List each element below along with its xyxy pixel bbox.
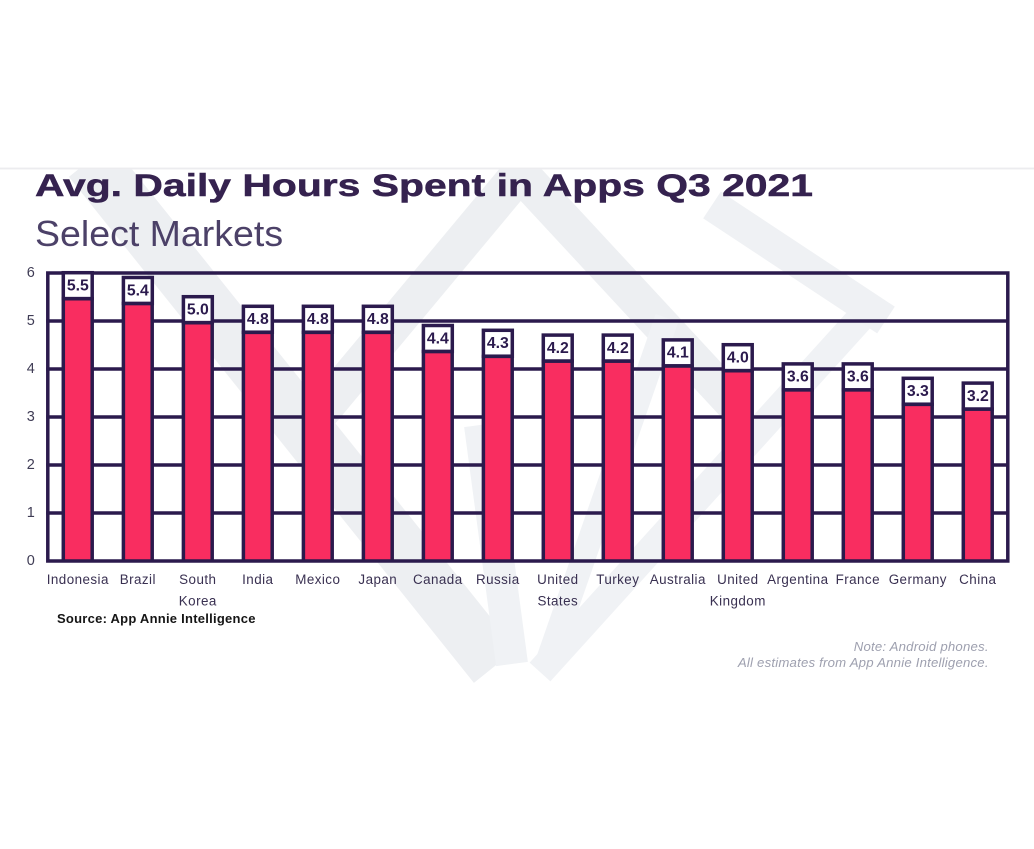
svg-text:States: States bbox=[537, 594, 578, 609]
svg-text:France: France bbox=[836, 572, 880, 587]
svg-text:5.4: 5.4 bbox=[127, 282, 149, 299]
svg-text:Indonesia: Indonesia bbox=[47, 572, 109, 587]
svg-text:6: 6 bbox=[27, 265, 35, 281]
svg-text:India: India bbox=[242, 572, 273, 587]
svg-text:3.3: 3.3 bbox=[907, 383, 929, 400]
svg-text:United: United bbox=[717, 572, 758, 587]
svg-text:4.4: 4.4 bbox=[427, 330, 449, 347]
svg-text:Russia: Russia bbox=[476, 572, 520, 587]
svg-text:0: 0 bbox=[27, 553, 35, 569]
svg-text:4.1: 4.1 bbox=[667, 345, 689, 362]
svg-text:5.0: 5.0 bbox=[187, 302, 209, 319]
svg-text:South: South bbox=[179, 572, 216, 587]
svg-text:Kingdom: Kingdom bbox=[710, 594, 766, 609]
svg-text:3: 3 bbox=[27, 409, 35, 425]
svg-text:5.5: 5.5 bbox=[67, 278, 89, 295]
svg-text:Japan: Japan bbox=[358, 572, 397, 587]
svg-text:5: 5 bbox=[27, 313, 35, 329]
svg-text:Germany: Germany bbox=[889, 572, 947, 587]
svg-text:4.0: 4.0 bbox=[727, 350, 749, 367]
svg-text:2: 2 bbox=[27, 457, 35, 473]
svg-text:Mexico: Mexico bbox=[295, 572, 340, 587]
svg-text:United: United bbox=[537, 572, 578, 587]
svg-text:3.6: 3.6 bbox=[847, 369, 869, 386]
svg-text:Canada: Canada bbox=[413, 572, 463, 587]
svg-text:4.8: 4.8 bbox=[307, 311, 329, 328]
svg-text:4.8: 4.8 bbox=[367, 311, 389, 328]
svg-text:3.2: 3.2 bbox=[967, 388, 989, 405]
svg-text:3.6: 3.6 bbox=[787, 369, 809, 386]
svg-text:4.2: 4.2 bbox=[607, 340, 629, 357]
svg-text:4.2: 4.2 bbox=[547, 340, 569, 357]
svg-text:Argentina: Argentina bbox=[767, 572, 828, 587]
svg-text:4: 4 bbox=[27, 361, 35, 377]
svg-text:Korea: Korea bbox=[179, 594, 217, 609]
svg-text:Turkey: Turkey bbox=[596, 572, 639, 587]
svg-text:1: 1 bbox=[27, 505, 35, 521]
svg-text:Australia: Australia bbox=[650, 572, 706, 587]
svg-text:Brazil: Brazil bbox=[120, 572, 156, 587]
svg-text:4.8: 4.8 bbox=[247, 311, 269, 328]
svg-text:4.3: 4.3 bbox=[487, 335, 509, 352]
svg-text:China: China bbox=[959, 572, 996, 587]
